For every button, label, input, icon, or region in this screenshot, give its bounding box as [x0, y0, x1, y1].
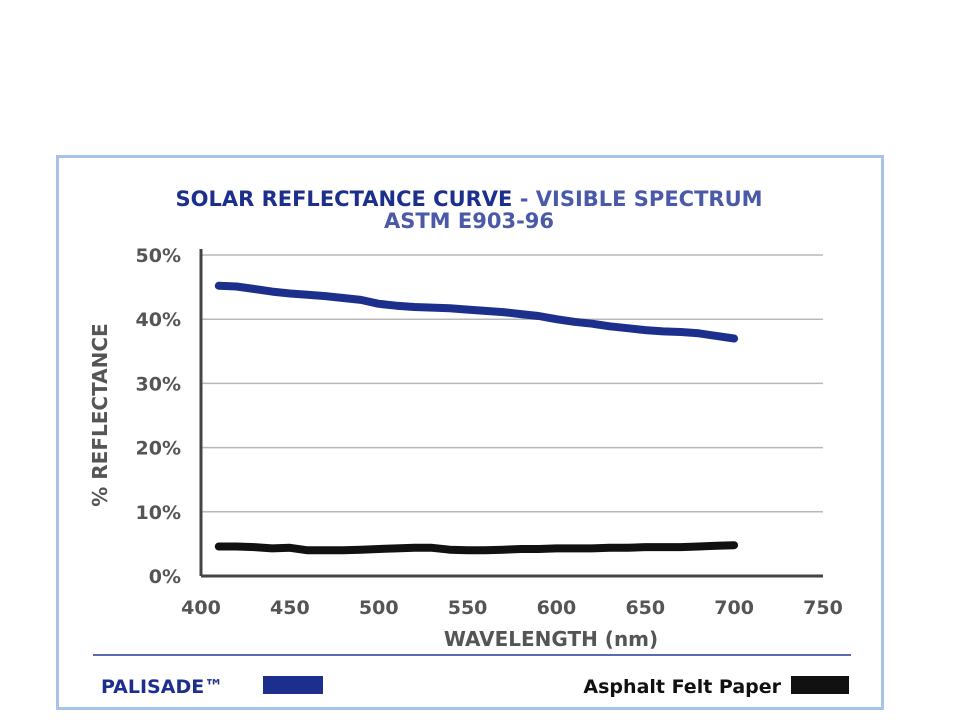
chart-subtitle: ASTM E903-96: [384, 209, 554, 233]
x-tick-label: 400: [181, 597, 221, 619]
x-tick-label: 700: [714, 597, 754, 619]
y-tick-label: 10%: [136, 502, 181, 524]
axes-layer: [199, 249, 823, 578]
chart-title-separator: -: [520, 187, 529, 211]
chart-title-main: SOLAR REFLECTANCE CURVE: [175, 187, 512, 211]
legend-swatch-asphalt: [791, 676, 849, 694]
y-tick-label: 50%: [136, 245, 181, 267]
series-line-palisade: [214, 281, 739, 343]
y-axis-title: % REFLECTANCE: [88, 323, 112, 506]
x-tick-label: 750: [803, 597, 843, 619]
y-tick-label: 20%: [136, 438, 181, 460]
x-tick-label: 600: [537, 597, 577, 619]
x-tick-label: 500: [359, 597, 399, 619]
chart-svg: SOLAR REFLECTANCE CURVE - VISIBLE SPECTR…: [88, 187, 851, 698]
y-tick-label: 30%: [136, 373, 181, 395]
x-tick-label: 450: [270, 597, 310, 619]
chart-title: SOLAR REFLECTANCE CURVE - VISIBLE SPECTR…: [175, 187, 762, 211]
grid-layer: [201, 254, 823, 513]
series-layer: [214, 281, 739, 555]
y-tick-label: 0%: [149, 566, 181, 588]
legend-label-asphalt: Asphalt Felt Paper: [583, 676, 781, 698]
y-tick-label: 40%: [136, 309, 181, 331]
legend-label-palisade: PALISADE™: [101, 676, 223, 698]
x-tick-label: 650: [625, 597, 665, 619]
x-tick-label: 550: [448, 597, 488, 619]
series-line-asphalt: [214, 541, 739, 555]
chart-title-suffix: VISIBLE SPECTRUM: [536, 187, 763, 211]
x-axis-title: WAVELENGTH (nm): [444, 627, 658, 651]
legend-swatch-palisade: [263, 676, 323, 694]
ticks-layer: 0% 10% 20% 30% 40% 50% 400 450 500 550 600 650 700 75…: [136, 245, 843, 619]
chart-panel: SOLAR REFLECTANCE CURVE - VISIBLE SPECTR…: [56, 155, 884, 710]
